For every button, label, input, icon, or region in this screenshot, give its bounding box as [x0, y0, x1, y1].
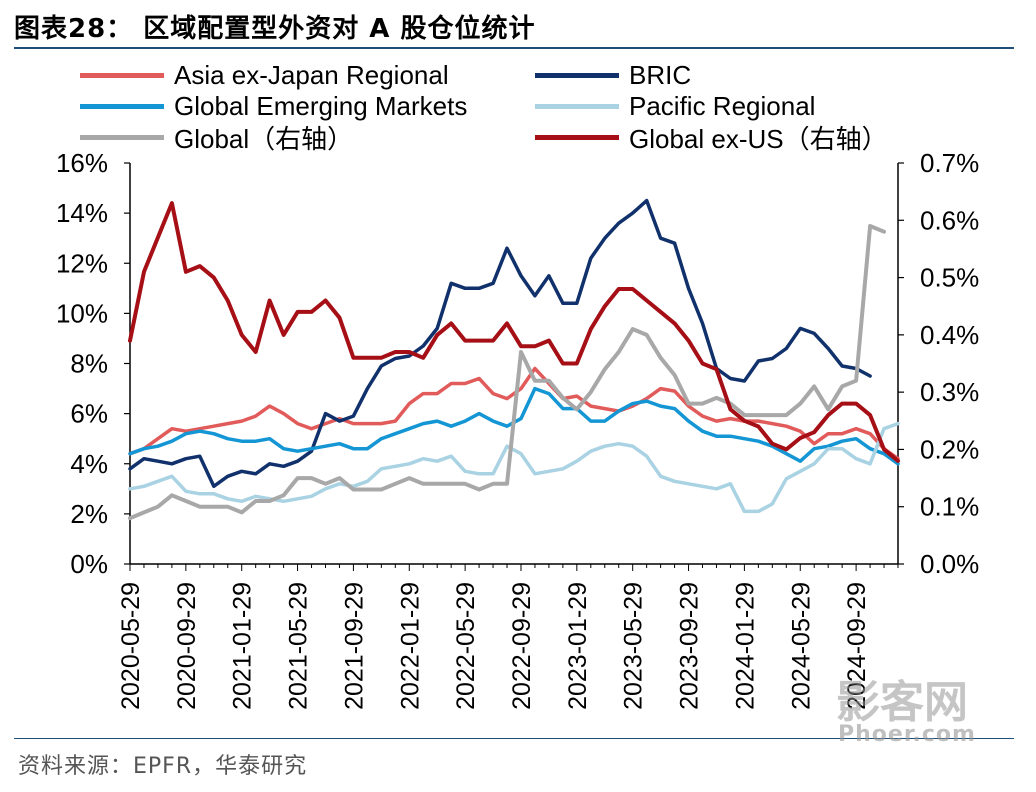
legend-swatch-bric	[535, 72, 619, 78]
legend-swatch-gem	[80, 103, 164, 109]
x-tick-label: 2024-09-29	[843, 582, 871, 710]
legend-item-gem: Global Emerging Markets	[80, 91, 467, 121]
legend-item-asia-ex-japan: Asia ex-Japan Regional	[80, 60, 449, 90]
legend-label-pacific: Pacific Regional	[629, 90, 816, 121]
watermark-url: Phoer.com	[838, 722, 976, 747]
footer-rule	[14, 738, 1014, 739]
y-left-tick-label: 8%	[70, 349, 108, 379]
y-right-tick-label: 0.4%	[920, 320, 979, 350]
series-line-bric	[128, 198, 872, 489]
x-tick-label: 2021-01-29	[229, 582, 257, 710]
legend-item-global: Global（右轴）	[80, 122, 353, 154]
series-line-global	[128, 224, 886, 521]
series-line-asia-ex-japan	[128, 366, 900, 461]
x-tick-label: 2023-01-29	[564, 582, 592, 710]
title-rule	[14, 47, 1014, 49]
x-tick-label: 2021-05-29	[285, 582, 313, 710]
y-right-tick-label: 0.5%	[920, 263, 979, 293]
y-right-tick-label: 0.7%	[920, 148, 979, 178]
chart-legend: Asia ex-Japan Regional BRIC Global Emerg…	[80, 60, 980, 156]
x-tick-label: 2021-09-29	[340, 582, 368, 710]
legend-label-bric: BRIC	[629, 59, 692, 90]
y-left-tick-label: 10%	[56, 298, 108, 328]
legend-swatch-global	[80, 134, 164, 140]
series-line-global-ex-us	[128, 201, 900, 463]
source-note: 资料来源：EPFR，华泰研究	[18, 754, 308, 779]
legend-label-global-ex-us: Global ex-US（右轴）	[629, 123, 888, 154]
y-left-tick-label: 4%	[70, 449, 108, 479]
y-right-tick-label: 0.0%	[920, 549, 979, 579]
x-tick-label: 2022-05-29	[452, 582, 480, 710]
x-tick-label: 2024-05-29	[787, 582, 815, 710]
y-left-tick-label: 0%	[70, 549, 108, 579]
x-tick-label: 2020-09-29	[173, 582, 201, 710]
y-right-tick-label: 0.6%	[920, 205, 979, 235]
series-line-pacific	[128, 421, 900, 514]
y-left-tick-label: 16%	[56, 148, 108, 178]
y-right-tick-label: 0.3%	[920, 377, 979, 407]
x-tick-label: 2022-01-29	[396, 582, 424, 710]
legend-item-pacific: Pacific Regional	[535, 91, 815, 121]
x-tick-label: 2023-05-29	[620, 582, 648, 710]
legend-item-bric: BRIC	[535, 60, 691, 90]
legend-label-gem: Global Emerging Markets	[174, 90, 468, 121]
y-right-tick-label: 0.1%	[920, 492, 979, 522]
legend-label-global: Global（右轴）	[174, 123, 354, 154]
x-tick-label: 2022-09-29	[508, 582, 536, 710]
watermark-logo: 影客网	[836, 677, 968, 728]
legend-swatch-pacific	[535, 103, 619, 109]
legend-item-global-ex-us: Global ex-US（右轴）	[535, 122, 888, 154]
y-left-tick-label: 14%	[56, 198, 108, 228]
legend-label-asia-ex-japan: Asia ex-Japan Regional	[174, 59, 449, 90]
y-right-tick-label: 0.2%	[920, 434, 979, 464]
y-left-tick-label: 12%	[56, 248, 108, 278]
y-left-tick-label: 6%	[70, 399, 108, 429]
figure-title: 图表28： 区域配置型外资对 A 股仓位统计	[14, 14, 536, 44]
legend-swatch-global-ex-us	[535, 134, 619, 140]
legend-swatch-asia-ex-japan	[80, 72, 164, 78]
x-tick-label: 2024-01-29	[731, 582, 759, 710]
x-tick-label: 2020-05-29	[117, 582, 145, 710]
x-tick-label: 2023-09-29	[676, 582, 704, 710]
y-left-tick-label: 2%	[70, 499, 108, 529]
